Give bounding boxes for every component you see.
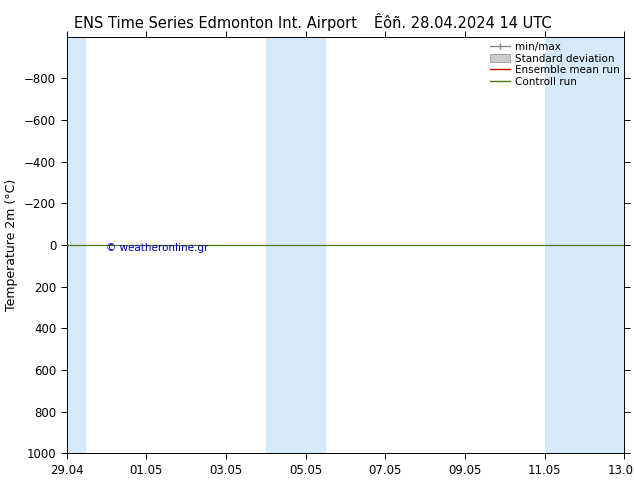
Y-axis label: Temperature 2m (°C): Temperature 2m (°C) — [6, 179, 18, 311]
Bar — [545, 37, 624, 453]
Text: ENS Time Series Edmonton Int. Airport: ENS Time Series Edmonton Int. Airport — [74, 16, 357, 31]
Text: Êôñ. 28.04.2024 14 UTC: Êôñ. 28.04.2024 14 UTC — [374, 16, 552, 31]
Text: © weatheronline.gr: © weatheronline.gr — [106, 243, 208, 253]
Bar — [67, 37, 86, 453]
Legend: min/max, Standard deviation, Ensemble mean run, Controll run: min/max, Standard deviation, Ensemble me… — [489, 42, 619, 87]
Bar — [266, 37, 326, 453]
